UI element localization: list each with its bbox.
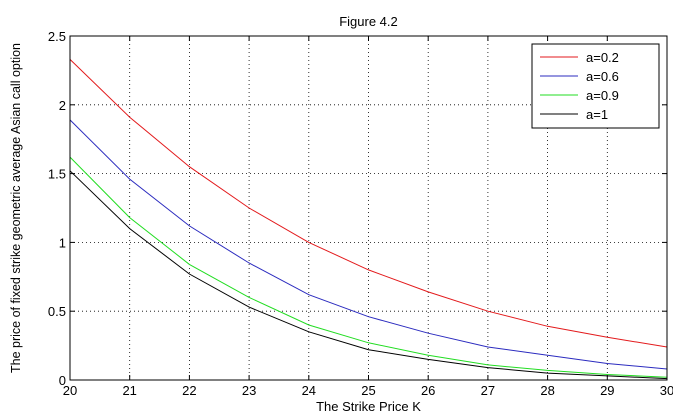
y-tick-label: 0.5 bbox=[48, 304, 66, 319]
x-tick-label: 26 bbox=[421, 383, 435, 398]
series-layer bbox=[69, 59, 668, 380]
x-tick-label: 28 bbox=[540, 383, 554, 398]
y-tick-label: 1 bbox=[59, 235, 66, 250]
ticks: 20 21 22 23 24 25 26 27 28 29 30 0 0.5 1 1.5 2 2.5 bbox=[48, 29, 673, 398]
y-tick-label: 2.5 bbox=[48, 29, 66, 44]
x-axis-label: The Strike Price K bbox=[316, 399, 421, 414]
series-line-a-0-6 bbox=[69, 119, 668, 370]
x-tick-label: 20 bbox=[63, 383, 77, 398]
x-tick-label: 23 bbox=[242, 383, 256, 398]
series-line-a-0-9 bbox=[69, 156, 668, 378]
x-tick-label: 29 bbox=[600, 383, 614, 398]
legend-label: a=1 bbox=[586, 107, 608, 122]
legend-label: a=0.9 bbox=[586, 88, 619, 103]
legend-label: a=0.6 bbox=[586, 69, 619, 84]
y-axis-label: The price of fixed strike geometric aver… bbox=[9, 43, 23, 373]
y-tick-label: 1.5 bbox=[48, 167, 66, 182]
legend-label: a=0.2 bbox=[586, 50, 619, 65]
x-tick-label: 22 bbox=[182, 383, 196, 398]
x-tick-label: 27 bbox=[481, 383, 495, 398]
x-tick-label: 30 bbox=[660, 383, 673, 398]
series-line-a-0-2 bbox=[69, 59, 668, 348]
series-line-a-1 bbox=[69, 170, 668, 380]
y-tick-label: 2 bbox=[59, 98, 66, 113]
chart-title: Figure 4.2 bbox=[339, 14, 398, 29]
y-tick-label: 0 bbox=[59, 373, 66, 388]
x-tick-label: 25 bbox=[361, 383, 375, 398]
x-tick-label: 24 bbox=[302, 383, 316, 398]
x-tick-label: 21 bbox=[122, 383, 136, 398]
legend: a=0.2 a=0.6 a=0.9 a=1 bbox=[531, 43, 660, 129]
